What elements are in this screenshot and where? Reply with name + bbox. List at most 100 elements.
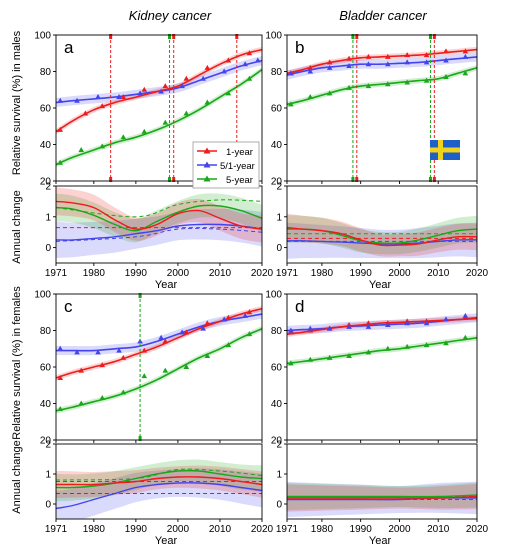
breakpoint-marker	[428, 34, 432, 39]
point-green	[225, 90, 232, 96]
point-blue	[326, 64, 333, 70]
x-tick-label: 2020	[466, 524, 489, 535]
ylabel-males: Relative survival (%) in males	[11, 30, 23, 175]
x-tick-label: 2000	[388, 524, 411, 535]
plot-area	[56, 187, 262, 258]
point-red	[365, 320, 372, 326]
curve-blue	[56, 482, 262, 510]
y-tick-label: 80	[40, 67, 52, 78]
x-tick-label: 1971	[45, 524, 68, 535]
point-blue	[242, 61, 248, 67]
y-tick-label: 60	[271, 104, 283, 115]
point-blue	[242, 312, 248, 318]
point-blue	[288, 327, 294, 333]
point-red	[225, 314, 232, 320]
axes-frame	[55, 443, 263, 520]
point-blue	[385, 322, 391, 328]
curve-red	[56, 48, 262, 133]
sweden-flag	[430, 140, 460, 160]
y-tick-label: 40	[40, 140, 52, 151]
y-tick-label: 2	[276, 182, 282, 193]
x-tick-label: 1980	[311, 524, 334, 535]
x-tick-label: 2000	[167, 268, 190, 279]
plot-area	[56, 459, 262, 519]
y-tick-label: 40	[40, 399, 52, 410]
point-red	[246, 309, 253, 315]
point-blue	[326, 325, 333, 331]
y-tick-label: 1	[45, 470, 51, 481]
x-tick-label: 2010	[427, 524, 450, 535]
y-tick-label: 80	[40, 326, 52, 337]
point-red	[326, 59, 333, 65]
point-blue	[158, 88, 164, 94]
point-green	[462, 70, 469, 76]
ylabel-females: Relative survival (%) in females	[11, 286, 23, 440]
point-blue	[221, 68, 227, 74]
breakpoint-marker	[235, 34, 239, 39]
curve-green	[56, 204, 262, 232]
plot-area	[287, 213, 477, 259]
breakpoint-marker	[172, 34, 176, 39]
band-blue	[56, 56, 262, 108]
point-red	[78, 367, 85, 373]
panel-d: 20 40 60 80 100 d	[265, 290, 478, 447]
point-red	[307, 64, 314, 70]
point-red	[120, 94, 127, 100]
band-green	[56, 325, 262, 414]
band-green	[287, 215, 477, 255]
y-tick-label: 20	[271, 177, 283, 188]
point-blue	[254, 57, 261, 63]
breakpoint-marker	[355, 34, 359, 39]
point-green	[141, 128, 148, 134]
point-red	[404, 52, 411, 58]
curve-green	[287, 494, 477, 498]
breakpoint-marker	[138, 293, 142, 298]
band-blue	[56, 309, 262, 356]
panel-a: 20 40 60 80 100 a	[34, 31, 263, 188]
curve-blue	[287, 56, 477, 76]
y-tick-label: 1	[276, 212, 282, 223]
breakpoint-marker	[168, 177, 172, 182]
x-tick-label: 2020	[466, 268, 489, 279]
point-green	[404, 79, 411, 85]
x-tick-label: 2000	[167, 524, 190, 535]
triangle-icon	[203, 161, 211, 168]
breakpoint-marker	[109, 177, 113, 182]
triangle-icon	[203, 147, 211, 154]
point-blue	[200, 325, 206, 331]
legend-item-5-year: 5-year	[197, 175, 253, 186]
point-blue	[137, 90, 143, 96]
curve-red	[287, 226, 477, 247]
point-red	[204, 320, 211, 326]
plot-area	[56, 46, 262, 168]
y-tick-label: 100	[265, 31, 282, 42]
x-tick-label: 2010	[209, 268, 232, 279]
x-tick-label: 1990	[350, 524, 373, 535]
breakpoint-marker	[109, 34, 113, 39]
point-green	[288, 360, 294, 366]
band-blue	[56, 208, 262, 258]
point-green	[225, 342, 232, 348]
band-blue	[287, 222, 477, 259]
y-tick-label: 20	[40, 177, 52, 188]
point-red	[204, 64, 211, 70]
point-green	[443, 340, 449, 346]
breakpoint-marker	[428, 177, 432, 182]
panel-label: a	[64, 38, 74, 57]
y-tick-label: 0	[45, 500, 51, 511]
breakpoint-marker	[432, 177, 436, 182]
point-green	[162, 119, 169, 125]
x-tick-label: 2020	[251, 524, 274, 535]
point-blue	[307, 325, 314, 331]
point-green	[365, 83, 372, 89]
point-blue	[57, 97, 64, 103]
panel-label: c	[64, 297, 73, 316]
y-tick-label: 2	[276, 440, 282, 451]
point-green	[326, 354, 333, 360]
x-tick-label: 1971	[276, 268, 299, 279]
point-red	[57, 374, 64, 380]
panel-label: d	[295, 297, 304, 316]
point-red	[99, 362, 106, 368]
y-tick-label: 2	[45, 440, 51, 451]
point-red	[162, 338, 169, 344]
